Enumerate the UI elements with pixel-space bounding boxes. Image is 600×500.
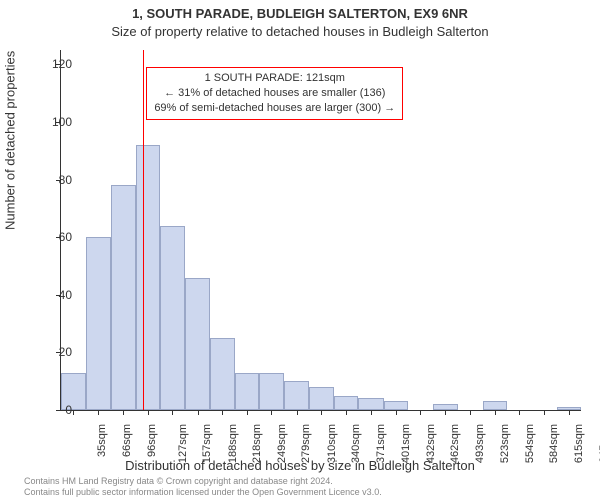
x-tick-label: 615sqm — [574, 424, 586, 463]
x-tick-label: 127sqm — [177, 424, 189, 463]
x-tick — [519, 410, 520, 415]
x-tick — [470, 410, 471, 415]
x-tick — [123, 410, 124, 415]
x-tick-label: 66sqm — [121, 424, 133, 457]
histogram-bar — [235, 373, 259, 410]
histogram-bar — [284, 381, 308, 410]
x-tick-label: 462sqm — [449, 424, 461, 463]
histogram-bar — [309, 387, 334, 410]
x-tick — [222, 410, 223, 415]
x-tick-label: 249sqm — [276, 424, 288, 463]
annotation-line: ← 31% of detached houses are smaller (13… — [154, 86, 395, 101]
x-tick — [396, 410, 397, 415]
x-tick-label: 310sqm — [326, 424, 338, 463]
x-tick-label: 554sqm — [524, 424, 536, 463]
annotation-line: 69% of semi-detached houses are larger (… — [154, 101, 395, 116]
footer-line: Contains full public sector information … — [24, 487, 382, 498]
x-tick — [495, 410, 496, 415]
histogram-bar — [136, 145, 160, 410]
x-tick — [172, 410, 173, 415]
x-tick — [247, 410, 248, 415]
histogram-bar — [259, 373, 284, 410]
x-tick-label: 371sqm — [375, 424, 387, 463]
histogram-bar — [160, 226, 185, 410]
x-tick — [420, 410, 421, 415]
x-tick — [198, 410, 199, 415]
reference-marker-line — [143, 50, 144, 410]
histogram-bar — [334, 396, 358, 410]
y-tick-label: 80 — [32, 173, 72, 187]
histogram-bar — [384, 401, 408, 410]
footer-line: Contains HM Land Registry data © Crown c… — [24, 476, 382, 487]
x-tick — [544, 410, 545, 415]
y-tick-label: 100 — [32, 115, 72, 129]
x-tick-label: 340sqm — [350, 424, 362, 463]
histogram-bar — [358, 398, 383, 410]
y-tick-label: 20 — [32, 345, 72, 359]
x-tick-label: 218sqm — [251, 424, 263, 463]
x-tick-label: 401sqm — [400, 424, 412, 463]
histogram-bar — [483, 401, 507, 410]
x-tick — [271, 410, 272, 415]
x-tick-label: 157sqm — [201, 424, 213, 463]
x-tick-label: 493sqm — [474, 424, 486, 463]
histogram-bar — [86, 237, 110, 410]
chart-subtitle: Size of property relative to detached ho… — [0, 24, 600, 39]
x-tick-label: 432sqm — [425, 424, 437, 463]
x-tick-label: 279sqm — [301, 424, 313, 463]
x-tick — [445, 410, 446, 415]
x-tick — [371, 410, 372, 415]
x-tick-label: 584sqm — [548, 424, 560, 463]
x-tick — [346, 410, 347, 415]
annotation-line: 1 SOUTH PARADE: 121sqm — [154, 71, 395, 86]
histogram-bar — [111, 185, 136, 410]
x-tick — [569, 410, 570, 415]
histogram-bar — [185, 278, 209, 410]
annotation-box: 1 SOUTH PARADE: 121sqm← 31% of detached … — [146, 67, 403, 120]
x-tick-label: 35sqm — [96, 424, 108, 457]
plot-area: 1 SOUTH PARADE: 121sqm← 31% of detached … — [60, 50, 581, 411]
x-tick — [148, 410, 149, 415]
x-tick-label: 188sqm — [227, 424, 239, 463]
x-tick — [297, 410, 298, 415]
x-tick — [73, 410, 74, 415]
x-tick-label: 523sqm — [499, 424, 511, 463]
chart-container: 1, SOUTH PARADE, BUDLEIGH SALTERTON, EX9… — [0, 0, 600, 500]
y-tick-label: 60 — [32, 230, 72, 244]
y-tick-label: 40 — [32, 288, 72, 302]
histogram-bar — [210, 338, 235, 410]
x-tick-label: 96sqm — [146, 424, 158, 457]
y-tick-label: 0 — [32, 403, 72, 417]
x-tick — [321, 410, 322, 415]
footer-attribution: Contains HM Land Registry data © Crown c… — [24, 476, 382, 499]
y-tick-label: 120 — [32, 57, 72, 71]
chart-title: 1, SOUTH PARADE, BUDLEIGH SALTERTON, EX9… — [0, 6, 600, 21]
y-axis-label: Number of detached properties — [3, 51, 18, 230]
x-tick — [98, 410, 99, 415]
